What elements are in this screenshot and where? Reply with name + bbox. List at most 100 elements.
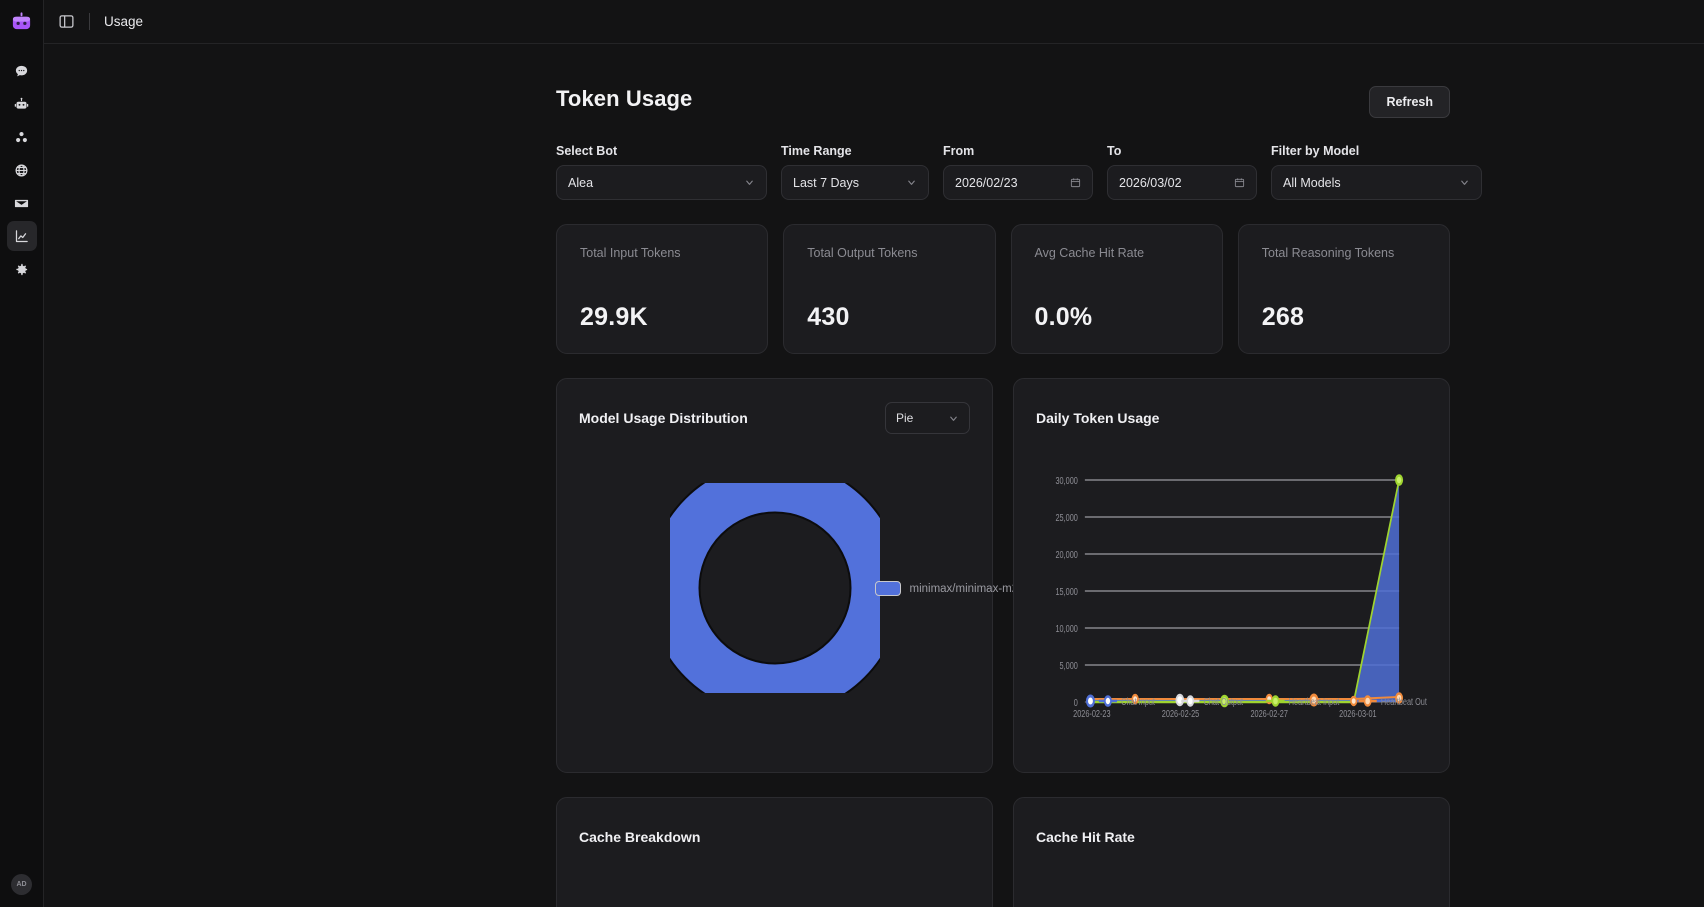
sidebar-item-bots[interactable]: [7, 89, 37, 119]
panel-left-icon[interactable]: [58, 13, 75, 30]
svg-text:30,000: 30,000: [1055, 475, 1077, 487]
chart-legend: Chat Input Chat Output Heartbeat Input: [1098, 695, 1427, 708]
legend-swatch: [874, 581, 901, 596]
label-to: To: [1107, 144, 1122, 158]
page-title: Token Usage: [556, 86, 693, 111]
chevron-down-icon: [1459, 177, 1470, 188]
sidebar-item-mail[interactable]: [7, 188, 37, 218]
sidebar-item-web[interactable]: [7, 155, 37, 185]
donut-chart-area: minimax/minimax-m2.5 (OpenRouter): [579, 435, 1101, 745]
to-date-input[interactable]: 2026/03/02: [1107, 165, 1257, 200]
label-from: From: [943, 144, 975, 158]
svg-text:0: 0: [1074, 697, 1078, 709]
svg-text:2026-02-27: 2026-02-27: [1250, 708, 1287, 720]
bar-chart-cache-breakdown: 30,000: [579, 854, 970, 907]
calendar-icon[interactable]: [1070, 177, 1081, 188]
sidebar-item-usage[interactable]: [6, 221, 37, 251]
card-header: Cache Breakdown: [579, 820, 970, 854]
svg-text:5,000: 5,000: [1060, 660, 1078, 672]
sidebar-item-chat[interactable]: [7, 56, 37, 86]
svg-text:10,000: 10,000: [1055, 623, 1077, 635]
stat-label: Total Reasoning Tokens: [1261, 246, 1395, 260]
svg-text:2026-03-01: 2026-03-01: [1339, 708, 1376, 720]
card-title: Cache Breakdown: [579, 829, 701, 845]
select-bot-dropdown[interactable]: Alea: [556, 165, 767, 200]
app-logo-icon[interactable]: [9, 8, 35, 34]
svg-text:20,000: 20,000: [1055, 549, 1077, 561]
svg-text:Heartbeat Input: Heartbeat Input: [1289, 696, 1340, 708]
label-time-range: Time Range: [781, 144, 852, 158]
stat-value: 268: [1261, 303, 1305, 331]
page-header: Token Usage Refresh: [556, 86, 1450, 118]
model-filter-dropdown[interactable]: All Models: [1271, 165, 1482, 200]
select-bot-value: Alea: [568, 175, 594, 190]
model-filter-value: All Models: [1283, 175, 1341, 190]
sidebar-item-clusters[interactable]: [7, 122, 37, 152]
series-heartbeat-input: [1090, 479, 1400, 704]
card-cache-breakdown: Cache Breakdown 30,000: [556, 797, 993, 907]
filter-bar: Select Bot Alea Time Range Last 7 Days: [556, 144, 1482, 200]
stat-value: 0.0%: [1034, 303, 1093, 331]
donut-chart: [646, 459, 903, 716]
stat-card-total-reasoning-tokens: Total Reasoning Tokens 268: [1237, 224, 1450, 354]
chevron-down-icon: [906, 177, 917, 188]
line-chart-cache-hit-rate: 100% 80%: [1036, 854, 1427, 907]
x-axis-ticks: 2026-02-23 2026-02-25 2026-02-27 2026-03…: [1073, 708, 1376, 720]
chart-row-secondary: Cache Breakdown 30,000 Cache Hi: [556, 797, 1450, 907]
card-cache-hit-rate: Cache Hit Rate 100% 80%: [1013, 797, 1450, 907]
time-range-dropdown[interactable]: Last 7 Days: [781, 165, 929, 200]
card-model-usage-distribution: Model Usage Distribution Pie: [556, 378, 1101, 773]
line-chart-daily-token-usage: 30,000 25,000 20,000 15,000 10,000 5,000…: [1036, 435, 1427, 745]
stat-card-row: Total Input Tokens 29.9K Total Output To…: [556, 224, 1450, 354]
time-range-value: Last 7 Days: [793, 175, 860, 190]
refresh-button[interactable]: Refresh: [1369, 86, 1450, 118]
field-select-bot: Select Bot Alea: [556, 144, 767, 200]
svg-text:2026-02-23: 2026-02-23: [1073, 708, 1110, 720]
svg-text:Chat Input: Chat Input: [1121, 696, 1155, 708]
from-date-value: 2026/02/23: [955, 175, 1018, 190]
field-from-date: From 2026/02/23: [943, 144, 1093, 200]
from-date-input[interactable]: 2026/02/23: [943, 165, 1093, 200]
stat-card-total-input-tokens: Total Input Tokens 29.9K: [556, 224, 769, 354]
card-daily-token-usage: Daily Token Usage: [1013, 378, 1450, 773]
label-select-bot: Select Bot: [556, 144, 618, 158]
label-filter-by-model: Filter by Model: [1271, 144, 1360, 158]
series-heartbeat-output: [1090, 696, 1400, 700]
stat-label: Total Input Tokens: [580, 246, 681, 260]
page-content: Token Usage Refresh Select Bot Alea: [44, 44, 1704, 907]
chevron-down-icon: [948, 413, 959, 424]
avatar[interactable]: AD: [11, 874, 32, 895]
card-header: Model Usage Distribution Pie: [579, 401, 970, 435]
stat-value: 29.9K: [580, 303, 648, 331]
main-area: Usage Token Usage Refresh Select Bot Ale…: [44, 0, 1704, 907]
svg-text:2026-02-25: 2026-02-25: [1162, 708, 1199, 720]
data-point-markers: [1085, 474, 1404, 708]
stat-card-avg-cache-hit-rate: Avg Cache Hit Rate 0.0%: [1010, 224, 1223, 354]
field-time-range: Time Range Last 7 Days: [781, 144, 929, 200]
stat-value: 430: [807, 303, 850, 331]
breadcrumb: Usage: [104, 14, 144, 29]
field-to-date: To 2026/03/02: [1107, 144, 1257, 200]
stat-card-total-output-tokens: Total Output Tokens 430: [783, 224, 996, 354]
calendar-icon[interactable]: [1234, 177, 1245, 188]
card-title: Cache Hit Rate: [1036, 829, 1135, 845]
svg-text:15,000: 15,000: [1055, 586, 1077, 598]
sidebar-item-settings[interactable]: [7, 254, 37, 284]
chevron-down-icon: [744, 177, 755, 188]
gridlines: [1084, 479, 1400, 666]
y-axis-ticks: 30,000 25,000 20,000 15,000 10,000 5,000…: [1055, 475, 1077, 709]
chart-row-primary: Model Usage Distribution Pie: [556, 378, 1450, 773]
svg-text:Heartbeat Output: Heartbeat Output: [1381, 696, 1427, 708]
chart-type-dropdown[interactable]: Pie: [885, 402, 970, 434]
chart-type-value: Pie: [896, 411, 914, 425]
stat-label: Avg Cache Hit Rate: [1034, 246, 1145, 260]
content-inner: Token Usage Refresh Select Bot Alea: [298, 86, 1482, 907]
topbar-divider: [89, 13, 90, 30]
sidebar: AD: [0, 0, 44, 907]
field-filter-by-model: Filter by Model All Models: [1271, 144, 1482, 200]
card-title: Model Usage Distribution: [579, 410, 748, 426]
svg-text:Chat Output: Chat Output: [1204, 696, 1244, 708]
stat-label: Total Output Tokens: [807, 246, 918, 260]
svg-text:25,000: 25,000: [1055, 512, 1077, 524]
